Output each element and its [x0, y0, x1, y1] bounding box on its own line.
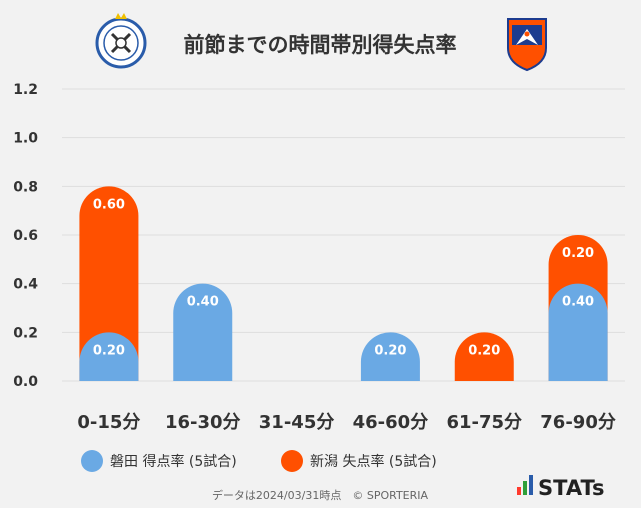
bar-iwata-scored — [173, 283, 233, 381]
x-tick-label: 46-60分 — [353, 412, 429, 433]
data-label: 0.20 — [374, 343, 406, 358]
albirex-niigata-crest-icon — [507, 18, 547, 72]
x-tick-label: 0-15分 — [77, 412, 140, 433]
y-tick-label: 0.8 — [13, 179, 38, 195]
bar-niigata-conceded — [454, 332, 514, 381]
legend-swatch — [81, 450, 103, 472]
legend: 磐田 得点率 (5試合) 新潟 失点率 (5試合) — [81, 450, 437, 472]
y-axis: 0.0 0.2 0.4 0.6 0.8 1.0 1.2 — [13, 82, 38, 390]
data-label: 0.60 — [93, 197, 125, 212]
x-tick-label: 16-30分 — [165, 412, 241, 433]
bar-iwata-scored — [79, 332, 139, 381]
data-label: 0.40 — [187, 295, 219, 310]
jubilo-iwata-crest-icon — [95, 13, 147, 69]
x-axis: 0-15分 16-30分 31-45分 46-60分 61-75分 76-90分 — [77, 412, 615, 433]
y-tick-label: 1.0 — [13, 131, 38, 147]
bar-niigata-conceded — [79, 186, 139, 381]
legend-swatch — [281, 450, 303, 472]
stats-brand: STATs — [517, 475, 604, 500]
data-label: 0.40 — [562, 295, 594, 310]
footer-note: データは2024/03/31時点 © SPORTERIA — [212, 488, 429, 502]
x-tick-label: 76-90分 — [540, 412, 616, 433]
stats-logo-icon — [517, 475, 533, 495]
grid — [62, 88, 625, 382]
x-tick-label: 31-45分 — [259, 412, 335, 433]
bars: 0.60 0.20 0.40 0.20 0.20 0.20 0.40 — [79, 186, 608, 381]
data-label: 0.20 — [468, 343, 500, 358]
bar-iwata-scored — [360, 332, 420, 381]
legend-label: 磐田 得点率 (5試合) — [110, 453, 237, 470]
bar-iwata-scored — [548, 283, 608, 381]
y-tick-label: 0.6 — [13, 228, 38, 244]
x-tick-label: 61-75分 — [446, 412, 522, 433]
legend-label: 新潟 失点率 (5試合) — [310, 453, 437, 470]
chart-title: 前節までの時間帯別得失点率 — [184, 33, 457, 57]
data-label: 0.20 — [562, 246, 594, 261]
y-tick-label: 0.4 — [13, 277, 38, 293]
data-label: 0.20 — [93, 343, 125, 358]
y-tick-label: 0.0 — [13, 374, 38, 390]
y-tick-label: 0.2 — [13, 325, 38, 341]
stats-brand-text: STATs — [538, 476, 604, 500]
y-tick-label: 1.2 — [13, 82, 38, 98]
